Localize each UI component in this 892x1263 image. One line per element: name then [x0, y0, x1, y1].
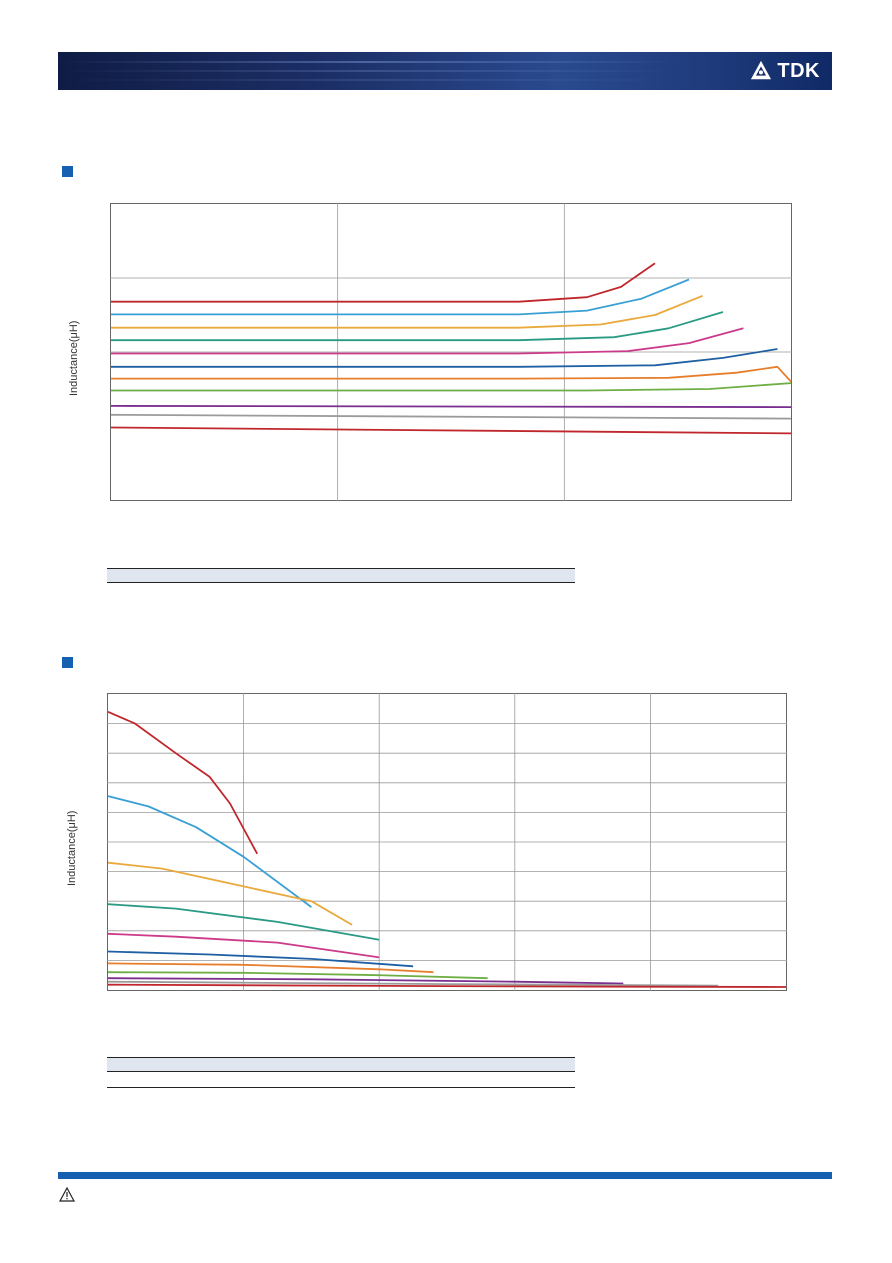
series-line-11	[110, 426, 792, 435]
series-line-9	[110, 404, 792, 409]
y-axis-label: Inductance(μH)	[68, 320, 80, 396]
series-line-11	[107, 983, 787, 988]
table-header-row	[107, 1057, 575, 1072]
brand-name: TDK	[777, 59, 820, 82]
series-line-3	[107, 861, 353, 926]
table-header-row	[107, 568, 575, 583]
y-axis-label: Inductance(μH)	[66, 810, 78, 886]
header-streak	[58, 70, 832, 72]
header-streak	[58, 79, 832, 81]
header-streak	[58, 61, 832, 63]
footer-bar	[58, 1172, 832, 1179]
table-row	[107, 1072, 575, 1088]
series-line-3	[111, 294, 703, 329]
series-line-4	[107, 903, 380, 941]
series-line-1	[111, 262, 656, 303]
series-line-2	[111, 278, 690, 316]
header-band: TDK	[58, 52, 832, 90]
series-line-5	[111, 327, 744, 355]
series-line-7	[107, 962, 434, 974]
section-marker	[62, 657, 73, 668]
series-line-6	[107, 950, 414, 968]
series-line-10	[107, 980, 719, 987]
series-line-2	[107, 795, 312, 908]
chart-1	[110, 203, 792, 501]
series-line-4	[111, 311, 724, 342]
series-line-6	[111, 348, 778, 368]
series-line-10	[110, 413, 792, 420]
warning-triangle-icon	[59, 1187, 75, 1202]
section-marker	[62, 166, 73, 177]
series-line-5	[107, 932, 380, 959]
chart-2	[107, 693, 787, 991]
series-line-7	[111, 365, 792, 383]
tdk-logo-icon	[751, 60, 772, 80]
series-line-9	[107, 977, 624, 985]
ref-table-2	[107, 1057, 575, 1088]
series-line-8	[111, 382, 792, 392]
series-line-8	[107, 971, 488, 980]
tdk-logo: TDK	[750, 60, 820, 82]
series-line-1	[107, 710, 258, 855]
ref-table-1	[107, 568, 575, 583]
